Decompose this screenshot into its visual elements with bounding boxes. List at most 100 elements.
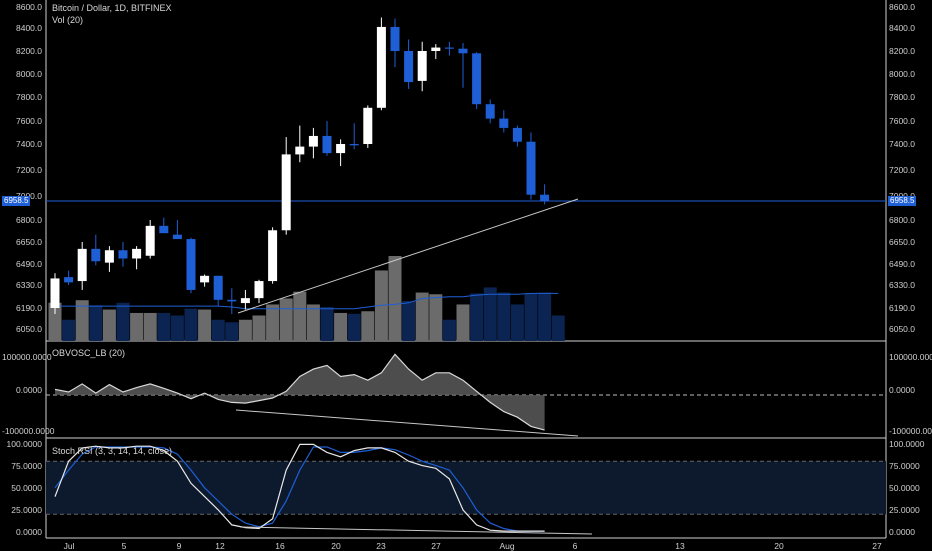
volume-bar bbox=[48, 302, 62, 341]
volume-bar bbox=[442, 319, 456, 341]
volume-indicator-label[interactable]: Vol (20) bbox=[52, 15, 84, 25]
time-tick-label: 6 bbox=[572, 541, 578, 551]
obv-tick-label: 100000.0000 bbox=[889, 352, 932, 362]
stoch-tick-label: 50.0000 bbox=[11, 482, 42, 493]
stoch-tick-label: 25.0000 bbox=[889, 504, 920, 515]
price-tick-label: 7600.0 bbox=[16, 116, 42, 126]
stoch-tick-label: 0.0000 bbox=[889, 527, 915, 537]
obv-tick-label: 100000.0000 bbox=[2, 352, 52, 362]
volume-bar bbox=[170, 315, 184, 341]
volume-bar bbox=[388, 256, 402, 341]
obv-tick-label: 0.0000 bbox=[889, 385, 915, 395]
current-price-tag-left: 6958.5 bbox=[2, 196, 31, 206]
price-tick-label: 6190.0 bbox=[16, 303, 42, 313]
candle-body bbox=[485, 104, 495, 119]
candle-body bbox=[390, 26, 400, 51]
stoch-rsi-indicator-label[interactable]: Stoch RSI (3, 3, 14, 14, close) bbox=[52, 446, 173, 456]
price-tick-label: 6800.0 bbox=[16, 215, 42, 225]
candle-body bbox=[240, 298, 250, 304]
obv-area bbox=[55, 354, 545, 431]
price-tick-label: 6050.0 bbox=[889, 324, 915, 334]
volume-bar bbox=[429, 294, 443, 341]
candle-body bbox=[227, 299, 237, 302]
volume-bar bbox=[483, 287, 497, 341]
price-tick-label: 6330.0 bbox=[889, 280, 915, 290]
volume-bar bbox=[306, 304, 320, 341]
candle-body bbox=[186, 239, 196, 290]
current-price-tag-right: 6958.5 bbox=[888, 196, 917, 206]
price-tick-label: 7800.0 bbox=[889, 92, 915, 102]
time-tick-label: 27 bbox=[872, 541, 882, 551]
candle-body bbox=[77, 248, 87, 282]
price-tick-label: 8200.0 bbox=[889, 46, 915, 56]
candle-body bbox=[308, 135, 318, 147]
volume-bar bbox=[238, 319, 252, 341]
obv-indicator-label[interactable]: OBVOSC_LB (20) bbox=[52, 348, 126, 358]
volume-bar bbox=[320, 307, 334, 341]
price-tick-label: 7200.0 bbox=[16, 165, 42, 175]
stoch-k-line bbox=[54, 443, 545, 532]
volume-bar bbox=[266, 304, 280, 341]
price-tick-label: 8400.0 bbox=[16, 23, 42, 33]
volume-bar bbox=[157, 312, 171, 341]
volume-bar bbox=[497, 292, 511, 341]
time-tick-label: 27 bbox=[431, 541, 441, 551]
stoch-tick-label: 25.0000 bbox=[11, 504, 42, 515]
time-tick-label: 20 bbox=[774, 541, 784, 551]
volume-bar bbox=[102, 309, 116, 341]
volume-bar bbox=[225, 322, 239, 341]
price-tick-label: 8600.0 bbox=[16, 2, 42, 12]
candle-body bbox=[349, 144, 359, 146]
candle-body bbox=[499, 118, 509, 128]
stoch-d-line bbox=[54, 446, 545, 532]
candle-body bbox=[145, 225, 155, 256]
volume-bar bbox=[252, 315, 266, 341]
price-tick-label: 6190.0 bbox=[889, 303, 915, 313]
stoch-tick-label: 100.0000 bbox=[889, 438, 925, 449]
volume-bar bbox=[524, 293, 538, 341]
time-tick-label: 16 bbox=[275, 541, 285, 551]
candle-body bbox=[376, 26, 386, 108]
time-tick-label: 12 bbox=[215, 541, 225, 551]
volume-bar bbox=[62, 319, 76, 341]
price-tick-label: 6050.0 bbox=[16, 324, 42, 334]
price-tick-label: 8200.0 bbox=[16, 46, 42, 56]
candle-body bbox=[104, 250, 114, 263]
price-tick-label: 6650.0 bbox=[889, 237, 915, 247]
volume-bar bbox=[470, 293, 484, 341]
price-trendline bbox=[237, 198, 579, 314]
stoch-tick-label: 75.0000 bbox=[11, 460, 42, 471]
candle-body bbox=[458, 48, 468, 54]
volume-bar bbox=[538, 292, 552, 341]
obv-tick-label: 0.0000 bbox=[16, 385, 42, 395]
volume-bar bbox=[510, 304, 524, 341]
volume-ma-line bbox=[55, 292, 559, 310]
obv-trendline bbox=[235, 409, 579, 437]
price-tick-label: 6650.0 bbox=[16, 237, 42, 247]
candle-body bbox=[50, 278, 60, 308]
candle-body bbox=[91, 248, 101, 262]
time-tick-label: Aug bbox=[499, 541, 515, 551]
volume-bar bbox=[116, 302, 130, 341]
candle-body bbox=[268, 230, 278, 282]
candle-body bbox=[336, 144, 346, 154]
time-tick-label: 9 bbox=[176, 541, 182, 551]
chart-title: Bitcoin / Dollar, 1D, BITFINEX bbox=[52, 3, 172, 13]
candle-body bbox=[64, 277, 74, 283]
stoch-tick-label: 0.0000 bbox=[16, 527, 42, 537]
price-tick-label: 8400.0 bbox=[889, 23, 915, 33]
stoch-band bbox=[46, 461, 886, 515]
candle-body bbox=[322, 135, 332, 154]
time-tick-label: 23 bbox=[376, 541, 386, 551]
volume-bar bbox=[551, 315, 565, 341]
time-tick-label: 13 bbox=[675, 541, 685, 551]
stoch-trendline bbox=[239, 526, 593, 535]
candle-body bbox=[472, 53, 482, 105]
volume-bar bbox=[334, 312, 348, 341]
candle-body bbox=[444, 47, 454, 49]
time-tick-label: 5 bbox=[121, 541, 127, 551]
candle-body bbox=[132, 248, 142, 259]
price-tick-label: 6330.0 bbox=[16, 280, 42, 290]
price-tick-label: 7600.0 bbox=[889, 116, 915, 126]
time-tick-label: Jul bbox=[63, 541, 75, 551]
